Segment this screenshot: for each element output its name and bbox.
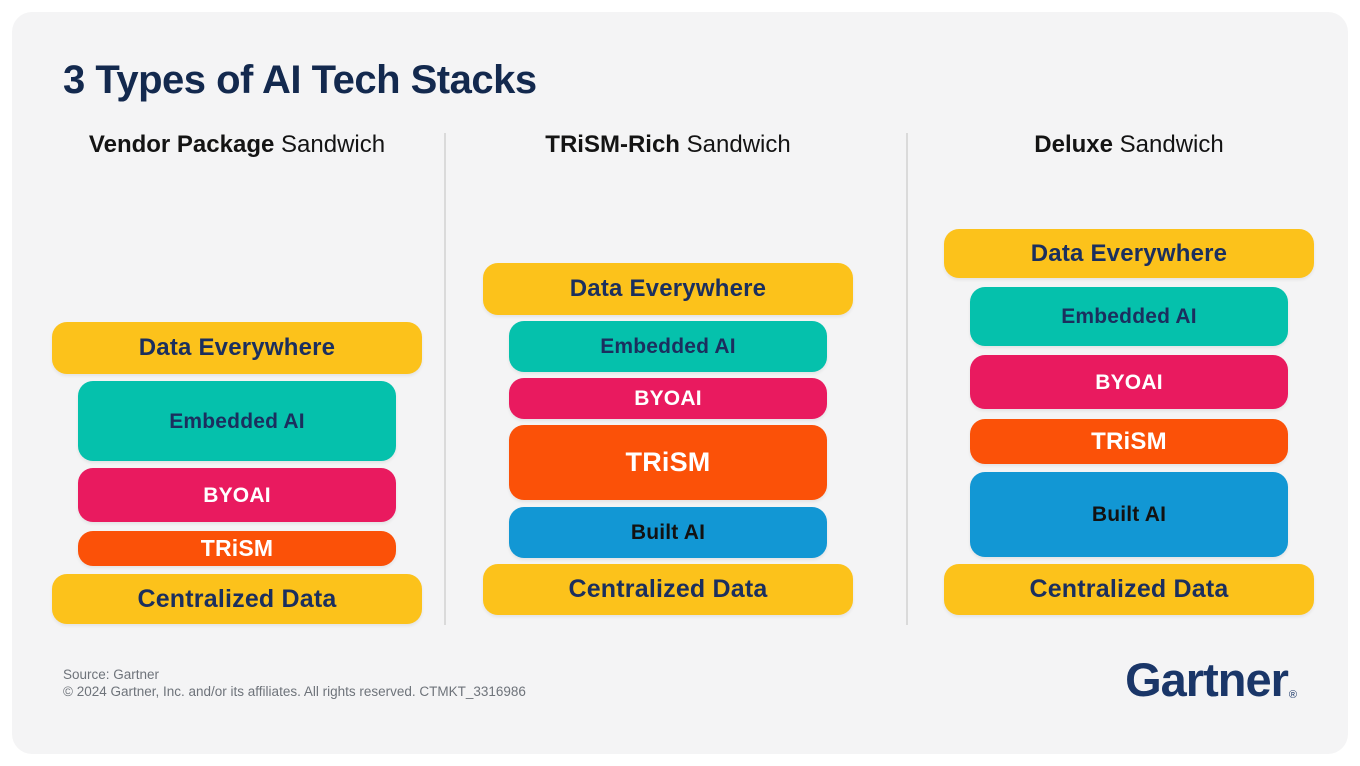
column-heading-vendor-package: Vendor Package Sandwich [52, 131, 422, 159]
layer-label: Centralized Data [137, 584, 337, 613]
column-heading-bold: Vendor Package [88, 131, 275, 158]
layer-bar-data-everywhere: Data Everywhere [52, 322, 422, 374]
layer-bar-built-ai: Built AI [509, 507, 827, 558]
page-title: 3 Types of AI Tech Stacks [63, 58, 537, 102]
layer-label: TRiSM [625, 447, 711, 477]
layer-label: Embedded AI [1061, 305, 1197, 328]
column-heading-trism-rich: TRiSM-Rich Sandwich [483, 131, 853, 159]
layer-bar-embedded-ai: Embedded AI [509, 321, 827, 372]
column-heading-deluxe: Deluxe Sandwich [944, 131, 1314, 159]
column-heading-bold: Deluxe [1034, 131, 1113, 158]
column-divider-2 [906, 133, 908, 625]
column-trism-rich: TRiSM-Rich Sandwich Data Everywhere Embedd… [483, 0, 853, 766]
layer-label: Embedded AI [600, 335, 736, 358]
layer-bar-centralized-data: Centralized Data [52, 574, 422, 624]
layer-label: TRiSM [200, 535, 274, 561]
layer-bar-embedded-ai: Embedded AI [970, 287, 1288, 346]
layer-bar-trism: TRiSM [509, 425, 827, 500]
layer-label: Data Everywhere [138, 334, 336, 361]
layer-label: Built AI [1091, 503, 1167, 526]
layer-label: BYOAI [634, 387, 702, 410]
column-vendor-package: Vendor Package Sandwich Data Everywhere Em… [52, 0, 422, 766]
gartner-logo: Gartner® [1125, 652, 1297, 707]
layer-bar-byoai: BYOAI [509, 378, 827, 419]
registered-trademark-icon: ® [1288, 689, 1297, 701]
gartner-logo-text: Gartner [1125, 653, 1289, 706]
footer-copyright: © 2024 Gartner, Inc. and/or its affiliat… [63, 684, 526, 699]
layer-label: Embedded AI [169, 409, 305, 433]
layer-bar-byoai: BYOAI [970, 355, 1288, 409]
column-heading-regular: Sandwich [679, 131, 791, 158]
layer-bar-built-ai: Built AI [970, 472, 1288, 557]
layer-label: TRiSM [1091, 427, 1167, 455]
column-heading-regular: Sandwich [274, 131, 386, 158]
column-divider-1 [444, 133, 446, 625]
layer-label: Data Everywhere [1030, 239, 1228, 267]
layer-label: Built AI [630, 521, 706, 544]
layer-label: Centralized Data [1029, 575, 1229, 603]
layer-label: Data Everywhere [569, 275, 767, 302]
layer-bar-centralized-data: Centralized Data [483, 564, 853, 615]
layer-bar-data-everywhere: Data Everywhere [944, 229, 1314, 278]
column-deluxe: Deluxe Sandwich Data Everywhere Embedded A… [944, 0, 1314, 766]
footer-source: Source: Gartner [63, 667, 160, 682]
column-heading-regular: Sandwich [1112, 131, 1224, 158]
footer: Source: Gartner © 2024 Gartner, Inc. and… [63, 666, 526, 700]
layer-label: BYOAI [203, 483, 271, 507]
layer-bar-centralized-data: Centralized Data [944, 564, 1314, 615]
layer-bar-trism: TRiSM [78, 531, 396, 566]
layer-label: Centralized Data [568, 575, 768, 603]
layer-label: BYOAI [1095, 370, 1163, 394]
layer-bar-data-everywhere: Data Everywhere [483, 263, 853, 315]
column-heading-bold: TRiSM-Rich [545, 131, 680, 158]
layer-bar-embedded-ai: Embedded AI [78, 381, 396, 461]
layer-bar-byoai: BYOAI [78, 468, 396, 522]
layer-bar-trism: TRiSM [970, 419, 1288, 464]
